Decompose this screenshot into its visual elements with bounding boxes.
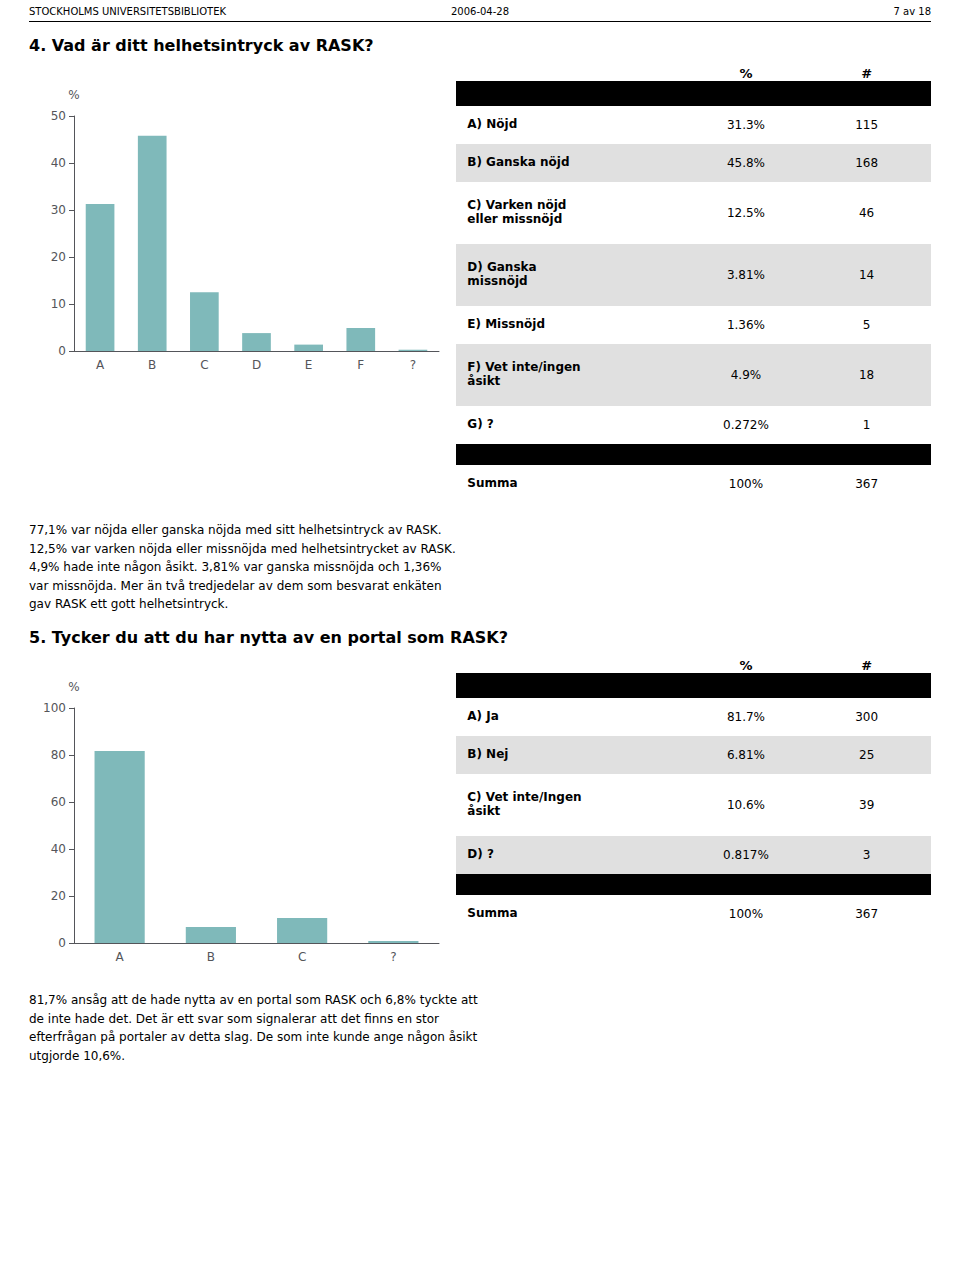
svg-text:30: 30 — [51, 203, 66, 217]
svg-text:0: 0 — [58, 936, 66, 950]
svg-text:60: 60 — [51, 795, 66, 809]
html-text:300: 300 — [855, 710, 879, 724]
html-text:367: 367 — [855, 477, 879, 491]
html-text:A) Nöjd: A) Nöjd — [467, 117, 518, 132]
html-text:25: 25 — [859, 748, 875, 762]
html-text:D) Ganska missnöjd: D) Ganska missnöjd — [467, 260, 537, 288]
html-text:12.5%: 12.5% — [726, 206, 765, 220]
html-text:G) ?: G) ? — [467, 417, 494, 432]
html-text:C) Varken nöjd eller missnöjd: C) Varken nöjd eller missnöjd — [467, 198, 567, 226]
svg-text:A: A — [116, 950, 125, 964]
html-text:5. Tycker du att du har nytta: 5. Tycker du att du har nytta av en port… — [29, 628, 508, 647]
html-text:10.6%: 10.6% — [726, 798, 765, 812]
html-text:5: 5 — [862, 318, 871, 332]
html-text:100%: 100% — [728, 907, 764, 921]
svg-text:?: ? — [390, 950, 396, 964]
svg-text:C: C — [200, 358, 208, 372]
svg-text:%: % — [68, 680, 79, 694]
html-text:46: 46 — [859, 206, 875, 220]
html-text:77,1% var nöjda eller ganska n: 77,1% var nöjda eller ganska nöjda med s… — [29, 523, 456, 612]
html-text:81,7% ansåg att de hade nytta: 81,7% ansåg att de hade nytta av en port… — [29, 993, 478, 1063]
svg-text:20: 20 — [51, 250, 66, 264]
html-text:39: 39 — [859, 798, 875, 812]
svg-text:C: C — [298, 950, 306, 964]
html-text:D) ?: D) ? — [467, 847, 494, 862]
html-text:81.7%: 81.7% — [726, 710, 765, 724]
svg-text:F: F — [357, 358, 364, 372]
html-text:0.817%: 0.817% — [723, 848, 769, 862]
html-text:E) Missnöjd: E) Missnöjd — [467, 317, 545, 332]
html-text:4.9%: 4.9% — [730, 368, 762, 382]
svg-text:?: ? — [410, 358, 416, 372]
svg-text:B: B — [207, 950, 215, 964]
svg-text:50: 50 — [51, 109, 66, 123]
html-text:6.81%: 6.81% — [726, 748, 765, 762]
html-text:0.272%: 0.272% — [723, 418, 769, 432]
svg-text:80: 80 — [51, 748, 66, 762]
html-text:STOCKHOLMS UNIVERSITETSBIBLIOT: STOCKHOLMS UNIVERSITETSBIBLIOTEK — [29, 6, 227, 17]
html-text:1.36%: 1.36% — [726, 318, 765, 332]
svg-text:40: 40 — [51, 842, 66, 856]
svg-text:100: 100 — [43, 701, 66, 715]
svg-text:E: E — [305, 358, 313, 372]
html-text:4. Vad är ditt helhetsintryck: 4. Vad är ditt helhetsintryck av RASK? — [29, 36, 374, 55]
html-text:2006-04-28: 2006-04-28 — [450, 6, 510, 17]
html-text:7 av 18: 7 av 18 — [893, 6, 931, 17]
html-text:367: 367 — [855, 907, 879, 921]
html-text:B) Nej: B) Nej — [467, 747, 509, 762]
html-text:Summa: Summa — [467, 476, 518, 491]
svg-text:A: A — [96, 358, 105, 372]
svg-text:0: 0 — [58, 344, 66, 358]
svg-text:B: B — [148, 358, 156, 372]
html-text:45.8%: 45.8% — [726, 156, 765, 170]
html-text:B) Ganska nöjd: B) Ganska nöjd — [467, 155, 570, 170]
html-text:C) Vet inte/Ingen åsikt: C) Vet inte/Ingen åsikt — [467, 790, 582, 818]
html-text:F) Vet inte/ingen åsikt: F) Vet inte/ingen åsikt — [467, 360, 581, 388]
html-text:14: 14 — [859, 268, 875, 282]
html-text:A) Ja: A) Ja — [467, 709, 499, 724]
html-text:3.81%: 3.81% — [726, 268, 765, 282]
html-text:3: 3 — [862, 848, 871, 862]
svg-text:10: 10 — [51, 297, 66, 311]
html-text:31.3%: 31.3% — [726, 118, 765, 132]
svg-text:20: 20 — [51, 889, 66, 903]
html-text:115: 115 — [855, 118, 879, 132]
svg-text:%: % — [68, 88, 79, 102]
svg-text:D: D — [252, 358, 261, 372]
html-text:168: 168 — [855, 156, 879, 170]
html-text:18: 18 — [859, 368, 875, 382]
svg-text:40: 40 — [51, 156, 66, 170]
html-text:Summa: Summa — [467, 906, 518, 921]
html-text:100%: 100% — [728, 477, 764, 491]
html-text:1: 1 — [862, 418, 871, 432]
